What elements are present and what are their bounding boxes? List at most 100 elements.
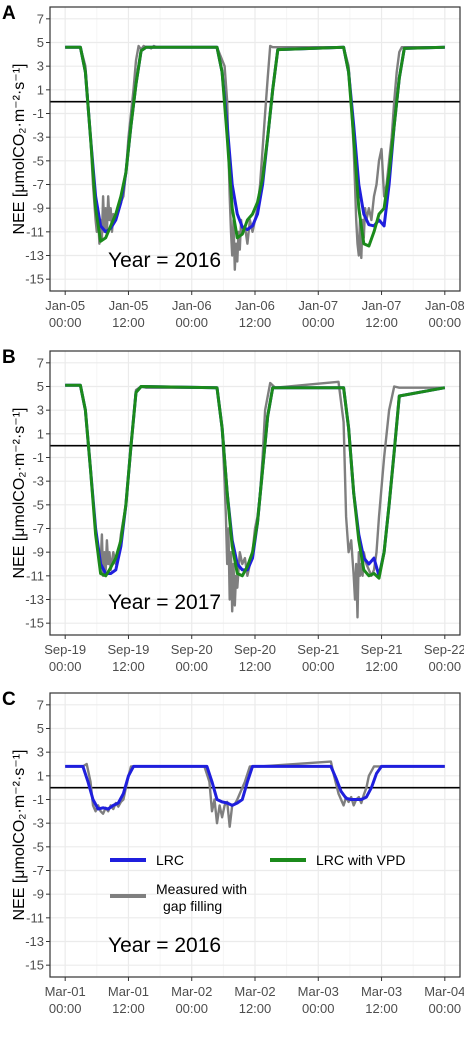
x-tick-label-time: 12:00 — [112, 659, 145, 674]
x-tick-label-time: 12:00 — [239, 659, 272, 674]
x-tick-label-date: Sep-21 — [361, 642, 403, 657]
y-tick-label: 5 — [37, 721, 44, 736]
x-tick-label-date: Mar-03 — [298, 984, 339, 999]
year-annotation-b: Year = 2017 — [108, 591, 221, 614]
x-tick-label-time: 12:00 — [365, 315, 398, 330]
y-tick-label: 7 — [37, 697, 44, 712]
x-tick-label-date: Sep-19 — [44, 642, 86, 657]
x-tick-label-date: Sep-19 — [107, 642, 149, 657]
y-tick-label: -3 — [32, 816, 44, 831]
x-tick-label-time: 00:00 — [302, 315, 335, 330]
panel-letter-a: A — [2, 3, 16, 24]
series-line-measured-with-gap-filling — [65, 44, 445, 271]
legend-item-measured: Measured with gap filling — [110, 881, 247, 914]
panel-c: C 7531-1-3-5-7-9-11-13-15Mar-0100:00Mar-… — [2, 689, 464, 1016]
y-tick-label: -15 — [25, 616, 44, 631]
y-tick-label: -11 — [26, 568, 44, 583]
x-tick-label-time: 00:00 — [302, 1001, 335, 1016]
x-tick-label-date: Jan-05 — [45, 298, 85, 313]
y-tick-label: -11 — [26, 910, 44, 925]
legend-label-lrc: LRC — [156, 852, 184, 868]
y-tick-label: 3 — [37, 59, 44, 74]
y-tick-label: -11 — [26, 224, 44, 239]
plot-area-a: 7531-1-3-5-7-9-11-13-15Jan-0500:00Jan-05… — [11, 6, 464, 330]
panel-b: B 7531-1-3-5-7-9-11-13-15Sep-1900:00Sep-… — [2, 347, 464, 674]
legend-label-measured-line2: gap filling — [163, 898, 222, 914]
x-tick-label-date: Mar-03 — [361, 984, 402, 999]
y-tick-label: -9 — [32, 887, 44, 902]
x-tick-label-date: Jan-06 — [172, 298, 212, 313]
y-tick-label: -7 — [32, 863, 44, 878]
y-tick-label: -15 — [25, 958, 44, 973]
y-tick-label: -9 — [32, 545, 44, 560]
x-tick-label-time: 00:00 — [49, 659, 82, 674]
plot-area-b: 7531-1-3-5-7-9-11-13-15Sep-1900:00Sep-19… — [11, 350, 464, 674]
y-tick-label: 1 — [37, 768, 44, 783]
x-tick-label-time: 12:00 — [239, 1001, 272, 1016]
legend-label-measured-line1: Measured with — [156, 881, 247, 897]
y-tick-label: 3 — [37, 403, 44, 418]
x-tick-label-time: 00:00 — [49, 1001, 82, 1016]
y-axis-title: NEE [μmolCO₂·m⁻²·s⁻¹] — [11, 64, 28, 235]
y-tick-label: 7 — [37, 355, 44, 370]
x-tick-label-date: Jan-05 — [109, 298, 149, 313]
y-tick-label: 5 — [37, 35, 44, 50]
x-tick-label-time: 00:00 — [175, 659, 208, 674]
x-tick-label-date: Sep-20 — [234, 642, 276, 657]
y-tick-label: -3 — [32, 474, 44, 489]
y-tick-label: -15 — [25, 272, 44, 287]
series-line-lrc-with-vpd — [65, 45, 445, 248]
y-tick-label: -5 — [32, 497, 44, 512]
plot-area-c: 7531-1-3-5-7-9-11-13-15Mar-0100:00Mar-01… — [11, 692, 464, 1016]
y-tick-label: 3 — [37, 745, 44, 760]
series-line-lrc-with-vpd — [65, 383, 446, 580]
x-tick-label-time: 12:00 — [365, 1001, 398, 1016]
x-tick-label-time: 00:00 — [302, 659, 335, 674]
x-tick-label-time: 12:00 — [112, 1001, 145, 1016]
y-axis-title: NEE [μmolCO₂·m⁻²·s⁻¹] — [11, 408, 28, 579]
x-tick-label-date: Mar-02 — [171, 984, 212, 999]
x-tick-label-time: 00:00 — [49, 315, 82, 330]
y-tick-label: -9 — [32, 201, 44, 216]
y-tick-label: -7 — [32, 521, 44, 536]
x-tick-label-date: Jan-06 — [235, 298, 275, 313]
panel-letter-b: B — [2, 347, 16, 368]
y-tick-label: -7 — [32, 177, 44, 192]
x-tick-label-time: 12:00 — [365, 659, 398, 674]
y-tick-label: -1 — [32, 106, 44, 121]
y-tick-label: -5 — [32, 839, 44, 854]
x-tick-label-time: 00:00 — [429, 315, 462, 330]
series-line-measured-with-gap-filling — [65, 380, 445, 619]
x-tick-label-time: 12:00 — [239, 315, 272, 330]
x-tick-label-date: Jan-07 — [362, 298, 402, 313]
legend-item-lrc: LRC — [110, 852, 184, 868]
year-annotation-a: Year = 2016 — [108, 249, 221, 272]
y-tick-label: -13 — [25, 592, 44, 607]
y-tick-label: -13 — [25, 248, 44, 263]
y-tick-label: -3 — [32, 130, 44, 145]
legend: LRC LRC with VPD Measured with gap filli… — [110, 852, 405, 914]
x-tick-label-date: Jan-08 — [425, 298, 464, 313]
x-tick-label-time: 00:00 — [175, 315, 208, 330]
y-tick-label: 1 — [37, 426, 44, 441]
x-tick-label-time: 00:00 — [175, 1001, 208, 1016]
y-tick-label: -1 — [32, 792, 44, 807]
x-tick-label-date: Sep-20 — [171, 642, 213, 657]
panel-a: A 7531-1-3-5-7-9-11-13-15Jan-0500:00Jan-… — [2, 3, 464, 330]
y-tick-label: 5 — [37, 379, 44, 394]
x-tick-label-date: Mar-01 — [45, 984, 86, 999]
panel-letter-c: C — [2, 689, 16, 710]
x-tick-label-date: Jan-07 — [298, 298, 338, 313]
legend-label-lrc-vpd: LRC with VPD — [316, 852, 405, 868]
year-annotation-c: Year = 2016 — [108, 934, 221, 957]
series-line-lrc — [65, 764, 445, 811]
x-tick-label-date: Sep-22 — [424, 642, 464, 657]
x-tick-label-time: 00:00 — [429, 659, 462, 674]
legend-item-lrc-vpd: LRC with VPD — [270, 852, 405, 868]
x-tick-label-time: 12:00 — [112, 315, 145, 330]
x-tick-label-date: Sep-21 — [297, 642, 339, 657]
y-tick-label: -5 — [32, 153, 44, 168]
x-tick-label-date: Mar-02 — [234, 984, 275, 999]
y-axis-title: NEE [μmolCO₂·m⁻²·s⁻¹] — [11, 750, 28, 921]
